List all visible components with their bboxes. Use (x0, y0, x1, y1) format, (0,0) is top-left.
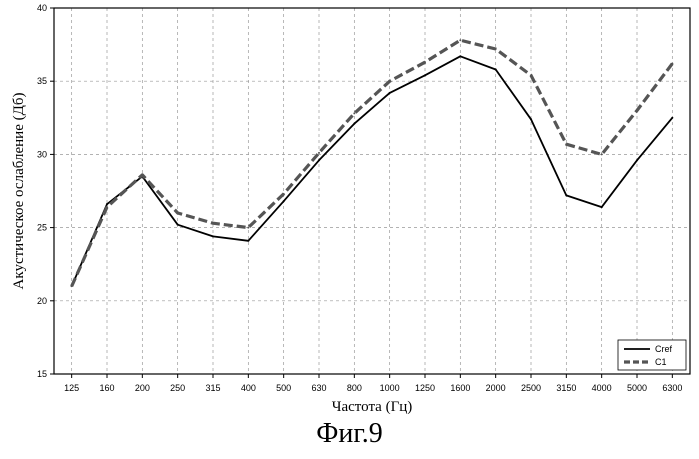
legend-label-cref: Cref (655, 344, 673, 354)
data-point-cref (318, 159, 320, 161)
series-line-cref (72, 56, 673, 286)
data-point-c1 (389, 80, 391, 82)
y-axis-ticks: 15 20 25 30 35 40 (37, 3, 54, 379)
x-tick-label: 6300 (662, 383, 682, 393)
data-point-cref (389, 92, 391, 94)
series-group (71, 39, 674, 287)
x-tick-label: 1000 (380, 383, 400, 393)
y-tick-label: 35 (37, 76, 47, 86)
x-tick-label: 1600 (450, 383, 470, 393)
x-tick-label: 200 (135, 383, 150, 393)
data-point-c1 (212, 222, 214, 224)
data-point-c1 (106, 206, 108, 208)
y-tick-label: 20 (37, 296, 47, 306)
x-tick-label: 800 (347, 383, 362, 393)
grid (54, 8, 690, 374)
y-tick-label: 30 (37, 149, 47, 159)
plot-frame (54, 8, 690, 374)
data-point-cref (495, 68, 497, 70)
data-point-cref (601, 206, 603, 208)
x-tick-label: 4000 (592, 383, 612, 393)
data-point-cref (565, 194, 567, 196)
data-point-cref (247, 240, 249, 242)
y-axis-title: Акустическое ослабление (Дб) (11, 93, 27, 290)
data-point-cref (636, 159, 638, 161)
x-tick-label: 3150 (556, 383, 576, 393)
data-point-c1 (353, 112, 355, 114)
x-tick-label: 2500 (521, 383, 541, 393)
data-point-cref (459, 55, 461, 57)
data-point-cref (353, 123, 355, 125)
x-axis-ticks: 125 160 200 250 315 400 500 630 800 1000 1250 1600 2… (64, 374, 682, 393)
x-tick-label: 400 (241, 383, 256, 393)
data-point-c1 (495, 48, 497, 50)
data-point-c1 (459, 39, 461, 41)
y-tick-label: 15 (37, 369, 47, 379)
legend-label-c1: C1 (655, 357, 667, 367)
legend-box (618, 340, 686, 370)
data-point-cref (424, 74, 426, 76)
x-tick-label: 160 (99, 383, 114, 393)
data-point-cref (671, 117, 673, 119)
data-point-c1 (671, 63, 673, 65)
series-line-c1 (72, 40, 673, 286)
y-tick-label: 25 (37, 223, 47, 233)
data-point-c1 (530, 74, 532, 76)
x-tick-label: 630 (311, 383, 326, 393)
x-tick-label: 125 (64, 383, 79, 393)
data-point-c1 (141, 174, 143, 176)
data-point-c1 (601, 153, 603, 155)
x-tick-label: 250 (170, 383, 185, 393)
data-point-cref (106, 203, 108, 205)
data-point-c1 (283, 193, 285, 195)
x-tick-label: 5000 (627, 383, 647, 393)
legend: Cref C1 (618, 340, 686, 370)
data-point-c1 (177, 212, 179, 214)
x-tick-label: 315 (205, 383, 220, 393)
data-point-c1 (247, 227, 249, 229)
data-point-cref (530, 118, 532, 120)
data-point-cref (283, 200, 285, 202)
data-point-c1 (318, 152, 320, 154)
x-tick-label: 1250 (415, 383, 435, 393)
data-point-c1 (71, 285, 73, 287)
x-tick-label: 500 (276, 383, 291, 393)
x-axis-title: Частота (Гц) (332, 399, 413, 415)
data-point-c1 (565, 143, 567, 145)
figure-caption: Фиг.9 (0, 418, 699, 450)
data-point-cref (177, 224, 179, 226)
data-point-cref (212, 235, 214, 237)
data-point-c1 (636, 109, 638, 111)
x-tick-label: 2000 (486, 383, 506, 393)
y-tick-label: 40 (37, 3, 47, 13)
data-point-c1 (424, 61, 426, 63)
